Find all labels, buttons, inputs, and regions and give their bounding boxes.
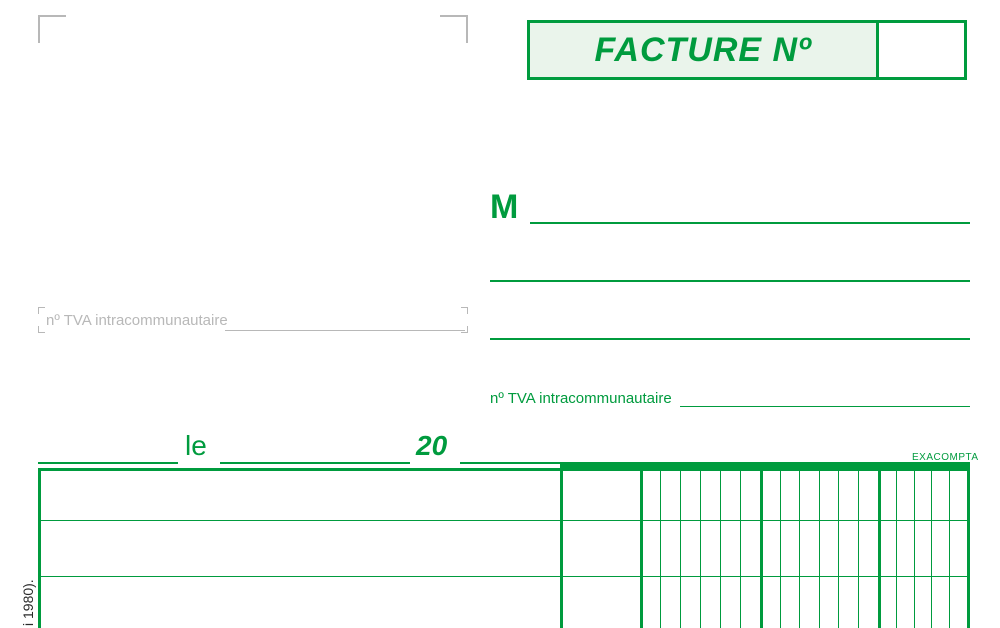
tva-right-label: nº TVA intracommunautaire: [490, 390, 672, 407]
table-col-light: [700, 468, 701, 628]
table-col-light: [799, 468, 800, 628]
tva-right-underline: [680, 406, 970, 407]
table-col-light: [838, 468, 839, 628]
crop-mark-tl-h: [38, 15, 66, 17]
recipient-line-2: [490, 280, 970, 282]
table-col-heavy-2: [640, 468, 643, 628]
date-le-label: le: [185, 430, 207, 462]
table-col-heavy-1: [560, 468, 563, 628]
table-row-line-2: [38, 576, 970, 577]
table-left-border: [38, 468, 41, 628]
recipient-m-label: M: [490, 188, 518, 227]
table-col-light: [896, 468, 897, 628]
table-top-border: [38, 468, 970, 471]
tva-left-underline: [225, 330, 465, 331]
table-col-light: [949, 468, 950, 628]
table-col-light: [780, 468, 781, 628]
table-row-line-1: [38, 520, 970, 521]
date-segment-2: [220, 462, 410, 464]
tva-left-bracket-tl-v: [38, 307, 39, 314]
date-segment-1: [38, 462, 178, 464]
table-col-light: [819, 468, 820, 628]
tva-left-bracket-bl-h: [38, 332, 45, 333]
table-col-light: [660, 468, 661, 628]
side-caption: i 1980).: [20, 579, 36, 626]
tva-left-label: nº TVA intracommunautaire: [46, 312, 228, 329]
recipient-line-3: [490, 338, 970, 340]
table-right-border: [967, 468, 970, 628]
table-col-light: [680, 468, 681, 628]
table-col-light: [914, 468, 915, 628]
date-year-prefix: 20: [416, 430, 447, 462]
table-col-light: [931, 468, 932, 628]
invoice-table: [38, 468, 970, 628]
table-col-light: [740, 468, 741, 628]
table-col-light: [720, 468, 721, 628]
tva-left-bracket-tr-v: [467, 307, 468, 314]
crop-mark-tl-v: [38, 15, 40, 43]
table-col-heavy-4: [878, 468, 881, 628]
crop-mark-tr-h: [440, 15, 468, 17]
crop-mark-tr-v: [466, 15, 468, 43]
table-col-light: [858, 468, 859, 628]
recipient-line-1: [530, 222, 970, 224]
tva-left-bracket-br-v: [467, 326, 468, 333]
tva-left-bracket-tl-h: [38, 307, 45, 308]
facture-label: FACTURE Nº: [530, 23, 876, 77]
date-segment-3: [460, 462, 560, 464]
table-col-heavy-3: [760, 468, 763, 628]
facture-number-field: [879, 23, 964, 77]
